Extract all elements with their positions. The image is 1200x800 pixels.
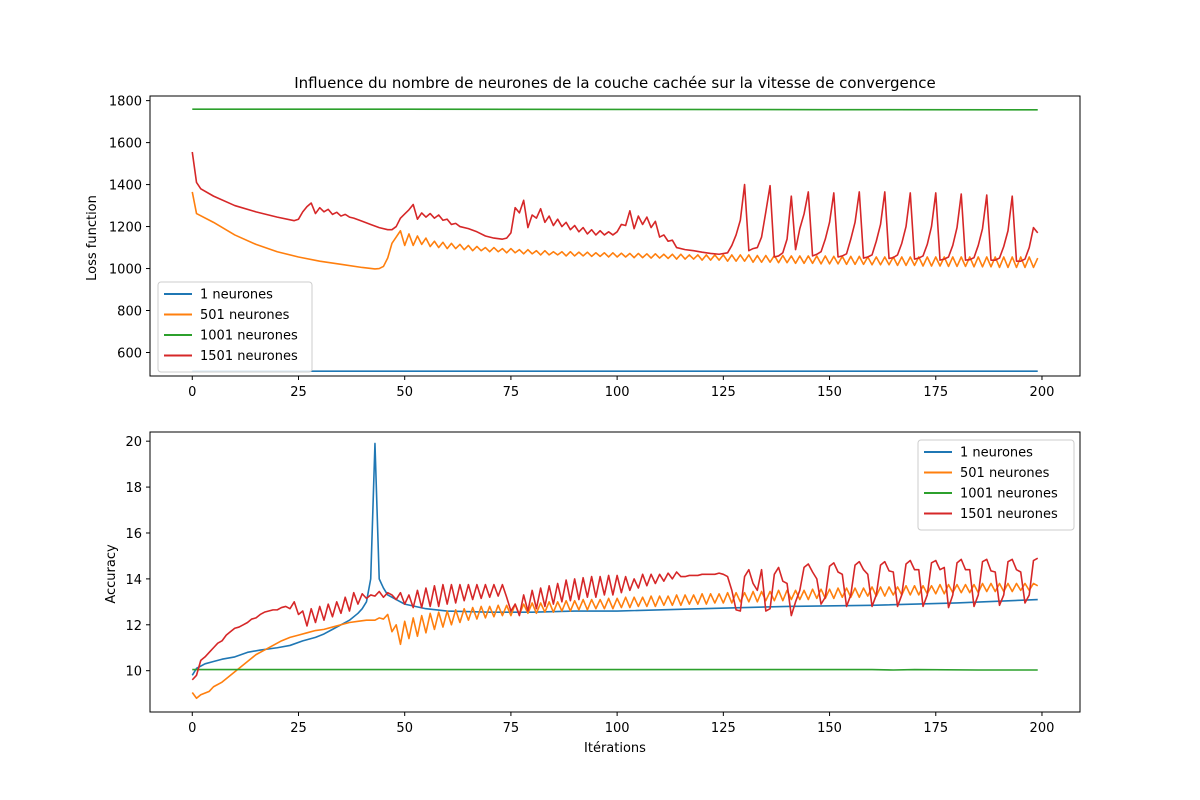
accuracy-x-tick-label-1: 25 xyxy=(290,721,307,736)
loss-y-tick-label-2: 1000 xyxy=(109,263,142,278)
loss-y-tick-label-6: 1800 xyxy=(109,95,142,110)
loss-y-tick-label-4: 1400 xyxy=(109,179,142,194)
accuracy-legend-label-1: 501 neurones xyxy=(960,466,1050,481)
loss-x-tick-label-6: 150 xyxy=(817,385,842,400)
accuracy-y-tick-label-1: 12 xyxy=(125,619,142,634)
loss-legend: 1 neurones 501 neurones 1001 neurones 1501 … xyxy=(157,281,313,373)
loss-series-line-1 xyxy=(191,191,1039,270)
accuracy-series-line-0 xyxy=(191,442,1038,676)
accuracy-x-tick-label-4: 100 xyxy=(605,721,630,736)
loss-legend-label-0: 1 neurones xyxy=(200,288,273,303)
accuracy-y-tick-label-3: 16 xyxy=(125,527,142,542)
loss-legend-label-3: 1501 neurones xyxy=(200,349,298,364)
accuracy-y-tick-label-2: 14 xyxy=(125,573,142,588)
loss-y-tick-label-0: 600 xyxy=(117,346,142,361)
accuracy-series-line-3 xyxy=(191,557,1039,681)
y-axis-label-accuracy: Accuracy xyxy=(104,544,119,604)
loss-plot: 0 25 50 75 100 125 150 175 200 600 800 1000 1200 1400… xyxy=(109,95,1081,400)
loss-axes-frame xyxy=(149,95,1081,377)
accuracy-series-line-1 xyxy=(191,582,1039,700)
loss-x-tick-label-5: 125 xyxy=(711,385,736,400)
loss-y-tick-label-3: 1200 xyxy=(109,221,142,236)
accuracy-x-tick-label-7: 175 xyxy=(923,721,948,736)
accuracy-plot: 0 25 50 75 100 125 150 175 200 10 12 14 16 18 20 1 neur… xyxy=(125,431,1081,736)
chart-title: Influence du nombre de neurones de la co… xyxy=(294,74,936,92)
loss-series-line-3 xyxy=(191,151,1039,262)
loss-x-tick-label-7: 175 xyxy=(923,385,948,400)
accuracy-legend-label-0: 1 neurones xyxy=(960,446,1033,461)
accuracy-axes-frame xyxy=(149,431,1081,713)
y-axis-label-loss: Loss function xyxy=(85,195,100,281)
loss-y-tick-label-5: 1600 xyxy=(109,137,142,152)
loss-y-tick-label-1: 800 xyxy=(117,305,142,320)
loss-x-tick-label-2: 50 xyxy=(396,385,413,400)
accuracy-y-tick-label-0: 10 xyxy=(125,665,142,680)
loss-x-tick-label-3: 75 xyxy=(503,385,520,400)
loss-x-tick-label-0: 0 xyxy=(188,385,196,400)
accuracy-legend-box xyxy=(917,439,1075,531)
x-axis-label: Itérations xyxy=(584,741,646,756)
accuracy-x-tick-label-0: 0 xyxy=(188,721,196,736)
loss-series-line-2 xyxy=(192,108,1038,111)
accuracy-y-tick-label-5: 20 xyxy=(125,435,142,450)
loss-legend-label-2: 1001 neurones xyxy=(200,329,298,344)
accuracy-x-tick-label-3: 75 xyxy=(503,721,520,736)
accuracy-x-tick-label-5: 125 xyxy=(711,721,736,736)
accuracy-x-tick-label-2: 50 xyxy=(396,721,413,736)
loss-legend-label-1: 501 neurones xyxy=(200,308,290,323)
loss-x-tick-label-8: 200 xyxy=(1030,385,1055,400)
accuracy-x-tick-label-6: 150 xyxy=(817,721,842,736)
accuracy-legend-label-3: 1501 neurones xyxy=(960,507,1058,522)
loss-legend-box xyxy=(157,281,313,373)
accuracy-y-tick-label-4: 18 xyxy=(125,481,142,496)
accuracy-legend-label-2: 1001 neurones xyxy=(960,487,1058,502)
loss-x-tick-label-1: 25 xyxy=(290,385,307,400)
loss-x-tick-label-4: 100 xyxy=(605,385,630,400)
accuracy-x-tick-label-8: 200 xyxy=(1030,721,1055,736)
accuracy-legend: 1 neurones 501 neurones 1001 neurones 1501 … xyxy=(917,439,1075,531)
